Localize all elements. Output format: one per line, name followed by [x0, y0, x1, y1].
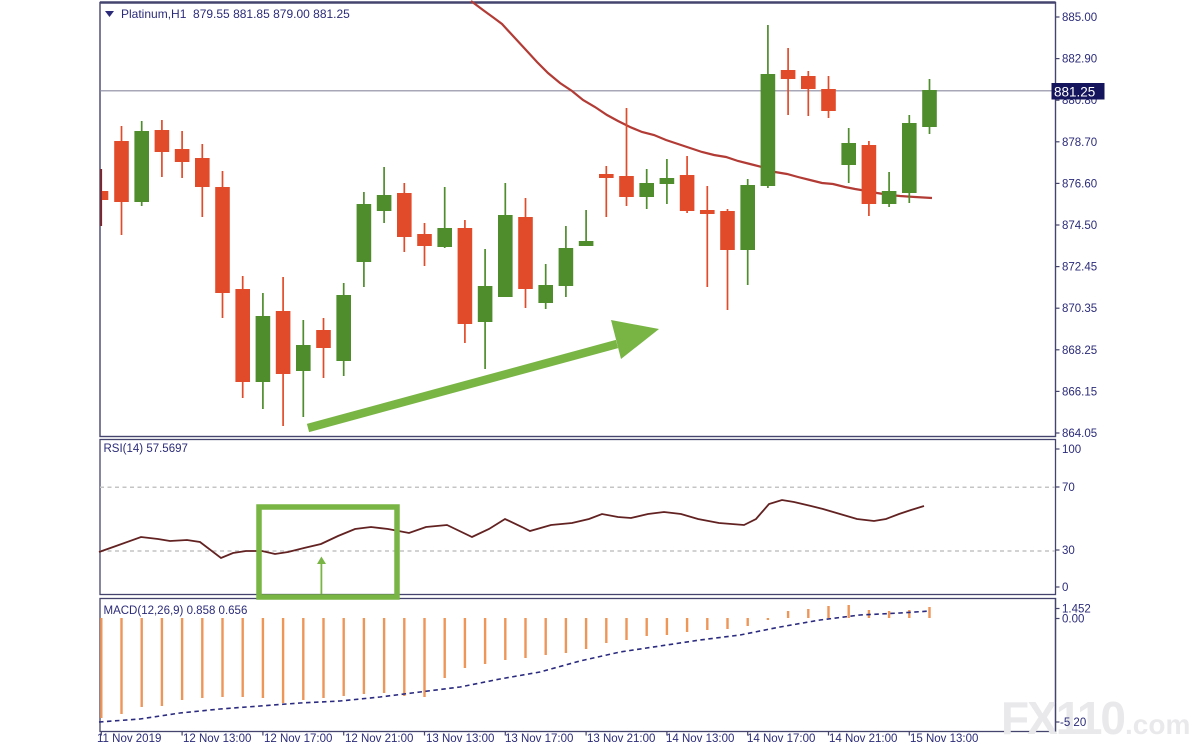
svg-text:30: 30 [1062, 545, 1075, 557]
svg-text:878.70: 878.70 [1062, 137, 1097, 149]
svg-text:14 Nov 21:00: 14 Nov 21:00 [829, 733, 897, 745]
svg-text:14 Nov 13:00: 14 Nov 13:00 [666, 733, 734, 745]
svg-text:864.05: 864.05 [1062, 428, 1097, 440]
svg-text:13 Nov 13:00: 13 Nov 13:00 [426, 733, 494, 745]
svg-text:885.00: 885.00 [1062, 12, 1097, 24]
svg-text:14 Nov 17:00: 14 Nov 17:00 [747, 733, 815, 745]
svg-text:FX110: FX110 [1001, 692, 1124, 744]
svg-text:70: 70 [1062, 482, 1075, 494]
svg-text:13 Nov 17:00: 13 Nov 17:00 [505, 733, 573, 745]
svg-text:100: 100 [1062, 444, 1081, 456]
svg-text:881.25: 881.25 [1054, 85, 1095, 100]
svg-text:874.50: 874.50 [1062, 220, 1097, 232]
svg-text:MACD(12,26,9) 0.858 0.656: MACD(12,26,9) 0.858 0.656 [104, 605, 248, 617]
svg-text:868.25: 868.25 [1062, 345, 1097, 357]
svg-text:12 Nov 13:00: 12 Nov 13:00 [183, 733, 251, 745]
svg-text:866.15: 866.15 [1062, 386, 1097, 398]
svg-text:12 Nov 21:00: 12 Nov 21:00 [345, 733, 413, 745]
svg-text:-5 20: -5 20 [1060, 717, 1086, 729]
svg-text:882.90: 882.90 [1062, 54, 1097, 66]
svg-text:872.45: 872.45 [1062, 262, 1097, 274]
svg-text:0.00: 0.00 [1062, 614, 1084, 626]
svg-text:13 Nov 21:00: 13 Nov 21:00 [587, 733, 655, 745]
svg-text:11 Nov 2019: 11 Nov 2019 [97, 733, 161, 745]
svg-text:RSI(14) 57.5697: RSI(14) 57.5697 [104, 443, 188, 455]
svg-text:.com: .com [1125, 709, 1190, 740]
svg-text:1.452: 1.452 [1062, 604, 1091, 616]
svg-text:Platinum,H1 879.55 881.85 879: Platinum,H1 879.55 881.85 879.00 881.25 [121, 7, 350, 21]
svg-text:876.60: 876.60 [1062, 178, 1097, 190]
svg-text:15 Nov 13:00: 15 Nov 13:00 [910, 733, 978, 745]
svg-text:12 Nov 17:00: 12 Nov 17:00 [264, 733, 332, 745]
svg-text:0: 0 [1062, 582, 1068, 594]
svg-text:870.35: 870.35 [1062, 303, 1097, 315]
